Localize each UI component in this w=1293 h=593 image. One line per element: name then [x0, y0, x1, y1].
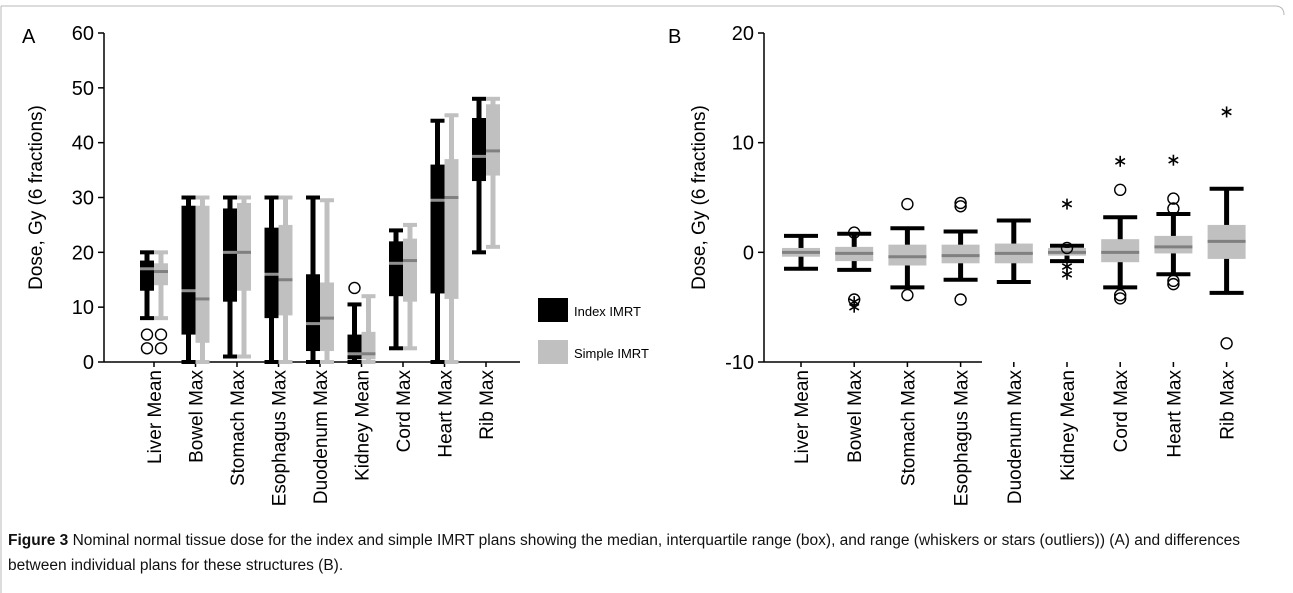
- outlier-circle-b-0-2-1: [902, 290, 913, 301]
- y-tick-label-b-0: -10: [725, 352, 754, 374]
- x-tick-label-b-0: Liver Mean: [792, 370, 813, 464]
- y-axis-title-b: Dose, Gy (6 fractions): [689, 105, 710, 290]
- outlier-star-b-0-7-0: [1169, 155, 1179, 166]
- outlier-circle-b-0-8-0: [1221, 338, 1232, 349]
- caption-label: Figure 3: [8, 532, 68, 549]
- outlier-star-b-0-5-2: [1062, 269, 1072, 280]
- outlier-star-b-0-6-0: [1115, 156, 1125, 167]
- outlier-circle-b-0-3-2: [955, 294, 966, 305]
- x-tick-label-b-3: Esophagus Max: [952, 370, 973, 507]
- outlier-circle-b-0-2-0: [902, 199, 913, 210]
- outlier-star-b-0-8-0: [1222, 106, 1232, 117]
- x-tick-label-b-6: Cord Max: [1111, 370, 1132, 453]
- x-tick-label-b-4: Duodenum Max: [1005, 370, 1026, 505]
- chart-b: B Dose, Gy (6 fractions) -10 0 10 20 Liver Mea…: [0, 0, 1293, 530]
- y-tick-label-b-2: 10: [732, 133, 754, 155]
- caption-text: Nominal normal tissue dose for the index…: [8, 532, 1240, 574]
- figure-caption: Figure 3 Nominal normal tissue dose for …: [8, 528, 1278, 578]
- box-b-0-6: [1101, 239, 1139, 262]
- outlier-circle-b-0-6-0: [1115, 184, 1126, 195]
- y-tick-label-b-1: 0: [743, 242, 754, 264]
- x-tick-label-b-1: Bowel Max: [845, 370, 866, 463]
- box-b-0-2: [888, 245, 926, 266]
- x-tick-label-b-7: Heart Max: [1164, 370, 1185, 458]
- y-tick-label-b-3: 20: [732, 23, 754, 45]
- outlier-star-b-0-5-0: [1062, 199, 1072, 210]
- box-b-0-3: [942, 245, 980, 264]
- x-tick-label-b-2: Stomach Max: [898, 370, 919, 487]
- panel-label-b: B: [668, 26, 681, 48]
- box-b-0-7: [1154, 236, 1192, 254]
- x-tick-label-b-5: Kidney Mean: [1058, 370, 1079, 481]
- x-tick-label-b-8: Rib Max: [1218, 370, 1239, 440]
